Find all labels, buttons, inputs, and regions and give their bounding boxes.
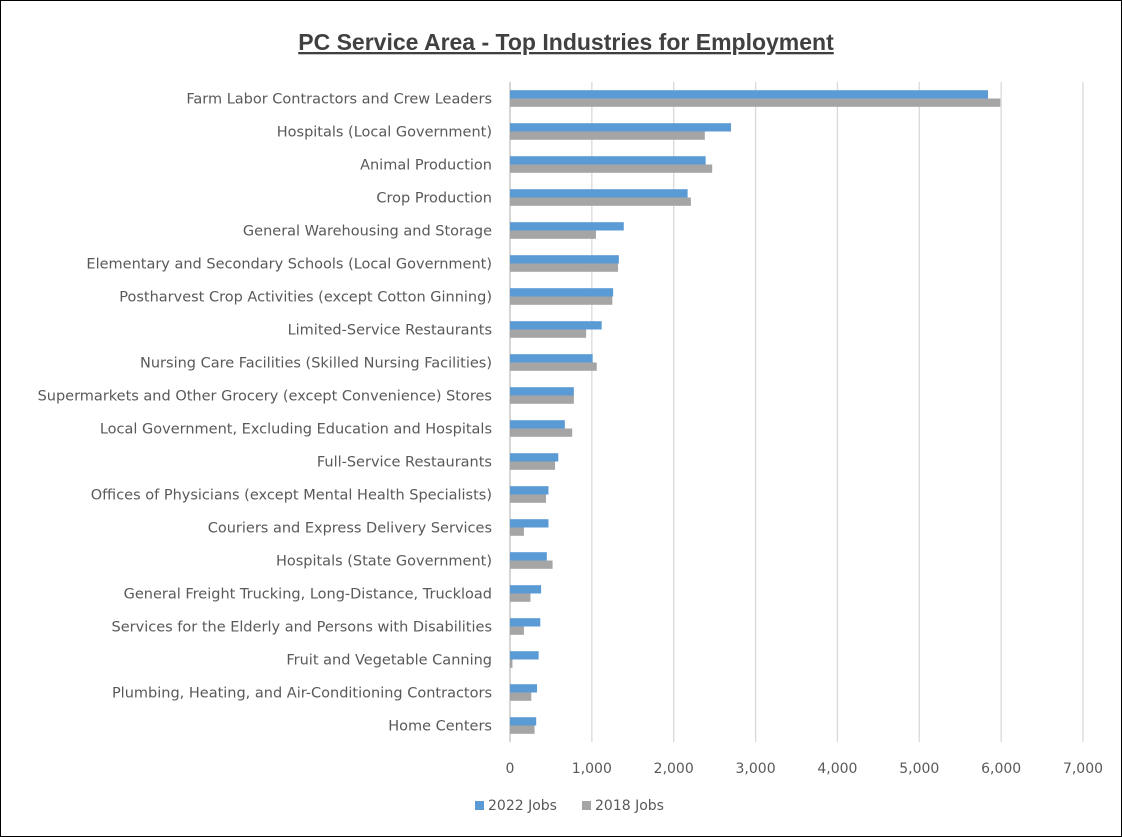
bar-2018-jobs <box>510 725 535 734</box>
category-label: Farm Labor Contractors and Crew Leaders <box>186 92 492 108</box>
bar-2018-jobs <box>510 230 596 239</box>
x-tick-label: 6,000 <box>981 761 1021 777</box>
bar-2022-jobs <box>510 420 565 429</box>
bar-2022-jobs <box>510 90 989 99</box>
bar-2022-jobs <box>510 189 688 198</box>
category-label: Couriers and Express Delivery Services <box>208 521 492 537</box>
x-tick-label: 4,000 <box>817 761 857 777</box>
bar-2018-jobs <box>510 296 613 305</box>
bar-2022-jobs <box>510 255 619 264</box>
x-tick-label: 5,000 <box>899 761 939 777</box>
legend-label: 2022 Jobs <box>488 798 557 814</box>
x-tick-labels: 0 1,000 2,000 3,000 4,000 5,000 6,000 7,000 <box>506 761 1104 777</box>
category-label: Plumbing, Heating, and Air-Conditioning … <box>112 686 492 702</box>
bar-2022-jobs <box>510 684 538 693</box>
x-tick-label: 3,000 <box>736 761 776 777</box>
bar-2018-jobs <box>510 98 1001 107</box>
bar-2018-jobs <box>510 527 524 536</box>
bar-2018-jobs <box>510 428 573 437</box>
category-label: Hospitals (Local Government) <box>277 125 492 141</box>
category-label: Hospitals (State Government) <box>276 554 492 570</box>
category-label: General Warehousing and Storage <box>243 224 492 240</box>
category-label: Supermarkets and Other Grocery (except C… <box>38 389 492 405</box>
bar-2018-jobs <box>510 329 587 338</box>
bar-2018-jobs <box>510 131 705 140</box>
category-labels: Farm Labor Contractors and Crew Leaders H… <box>38 92 492 735</box>
legend-label: 2018 Jobs <box>595 798 664 814</box>
bar-2018-jobs <box>510 263 619 272</box>
category-label: Nursing Care Facilities (Skilled Nursing… <box>140 356 492 372</box>
bar-2018-jobs <box>510 197 691 206</box>
category-label: Full-Service Restaurants <box>317 455 492 471</box>
legend-swatch <box>582 801 591 810</box>
chart-title: PC Service Area - Top Industries for Emp… <box>298 29 834 55</box>
bar-2022-jobs <box>510 651 539 660</box>
bar-2022-jobs <box>510 453 559 462</box>
category-label: Limited-Service Restaurants <box>288 323 492 339</box>
bar-2018-jobs <box>510 395 574 404</box>
x-tick-label: 2,000 <box>654 761 694 777</box>
category-label: Crop Production <box>376 191 492 207</box>
bar-2022-jobs <box>510 486 549 495</box>
category-label: Animal Production <box>360 158 492 174</box>
x-tick-label: 1,000 <box>572 761 612 777</box>
bar-2022-jobs <box>510 321 602 330</box>
bar-2022-jobs <box>510 552 547 561</box>
bar-2022-jobs <box>510 585 542 594</box>
bar-2018-jobs <box>510 626 524 635</box>
bar-2022-jobs <box>510 717 537 726</box>
category-label: Services for the Elderly and Persons wit… <box>112 620 492 636</box>
bar-2018-jobs <box>510 362 597 371</box>
x-tick-label: 7,000 <box>1063 761 1103 777</box>
category-label: Local Government, Excluding Education an… <box>100 422 492 438</box>
x-tick-label: 0 <box>506 761 515 777</box>
bar-2022-jobs <box>510 288 614 297</box>
bar-2022-jobs <box>510 354 593 363</box>
category-label: Elementary and Secondary Schools (Local … <box>86 257 492 273</box>
bars <box>510 90 1001 734</box>
legend-swatch <box>475 801 484 810</box>
category-label: Postharvest Crop Activities (except Cott… <box>119 290 492 306</box>
bar-2022-jobs <box>510 519 549 528</box>
bar-2018-jobs <box>510 659 513 668</box>
category-label: Fruit and Vegetable Canning <box>286 653 492 669</box>
category-label: Offices of Physicians (except Mental Hea… <box>91 488 492 504</box>
bar-2018-jobs <box>510 560 553 569</box>
bar-2018-jobs <box>510 461 556 470</box>
bar-2018-jobs <box>510 593 531 602</box>
bar-2018-jobs <box>510 692 532 701</box>
legend: 2022 Jobs 2018 Jobs <box>475 798 664 814</box>
bar-2022-jobs <box>510 618 541 627</box>
category-label: General Freight Trucking, Long-Distance,… <box>124 587 492 603</box>
bar-2022-jobs <box>510 123 732 132</box>
bar-2022-jobs <box>510 156 706 165</box>
bar-2022-jobs <box>510 387 574 396</box>
bar-2022-jobs <box>510 222 624 231</box>
gridlines <box>509 82 1084 742</box>
bar-2018-jobs <box>510 164 713 173</box>
category-label: Home Centers <box>388 719 492 735</box>
bar-2018-jobs <box>510 494 547 503</box>
